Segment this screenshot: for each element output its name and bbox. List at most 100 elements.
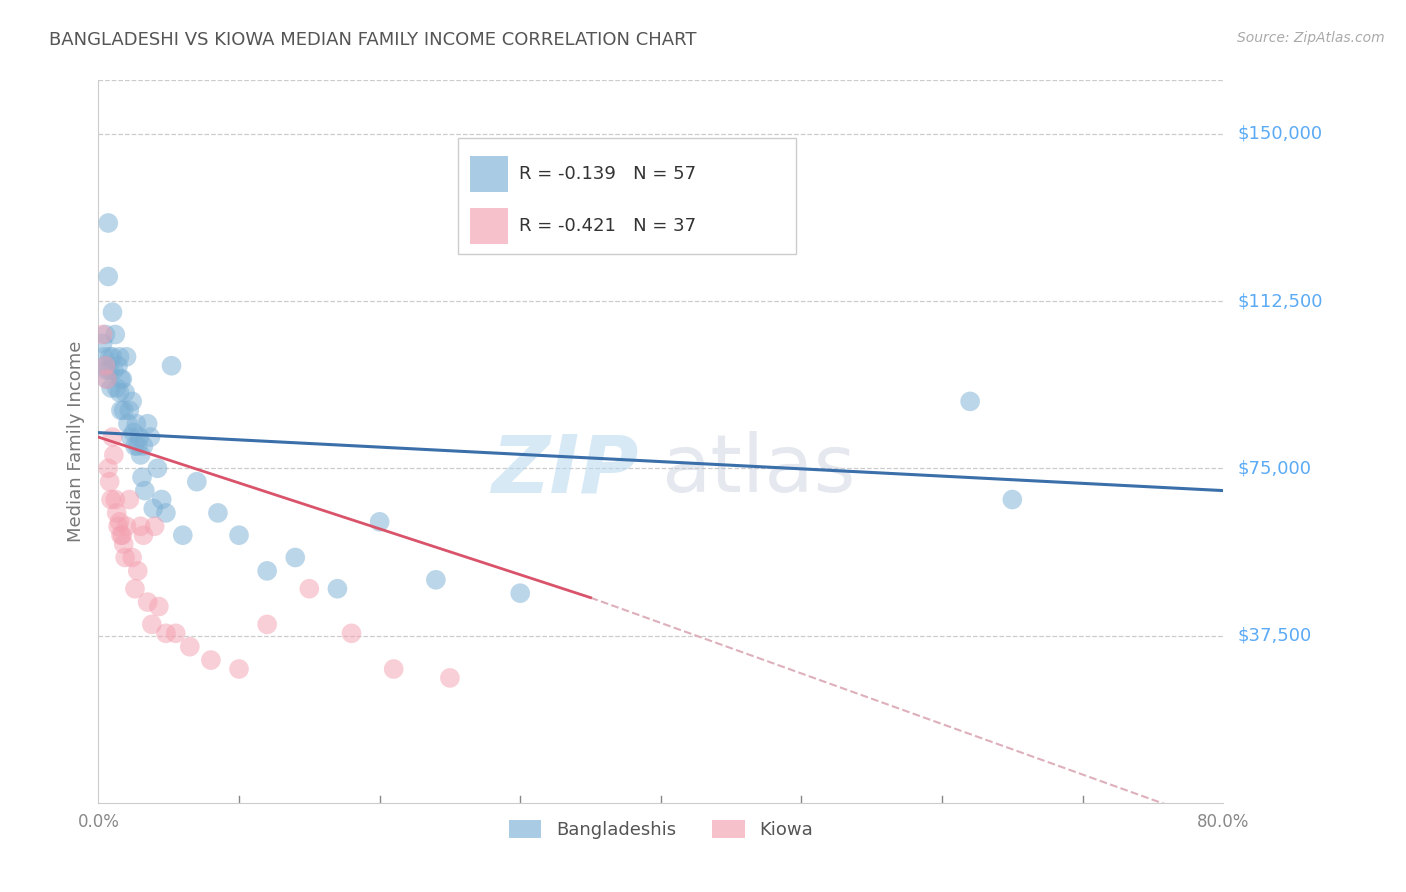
Point: [132, 528, 155, 542]
Point: [96, 363, 118, 377]
Point: [146, 461, 169, 475]
Point: [101, 430, 124, 444]
Point: [179, 640, 201, 654]
Text: $37,500: $37,500: [1237, 626, 1312, 645]
Point: [509, 586, 531, 600]
Point: [284, 550, 307, 565]
Point: [98, 475, 121, 489]
Point: [136, 417, 159, 431]
Text: atlas: atlas: [661, 432, 855, 509]
Point: [155, 506, 177, 520]
Point: [125, 417, 148, 431]
Point: [127, 564, 149, 578]
Point: [155, 626, 177, 640]
Point: [111, 372, 134, 386]
Point: [110, 528, 132, 542]
Point: [127, 439, 149, 453]
Point: [100, 492, 122, 507]
Point: [114, 550, 136, 565]
Point: [124, 582, 146, 596]
Point: [142, 501, 165, 516]
Point: [110, 372, 132, 386]
Point: [93, 350, 115, 364]
Point: [439, 671, 461, 685]
Point: [104, 327, 127, 342]
Point: [105, 381, 128, 395]
Point: [98, 350, 121, 364]
Point: [97, 461, 120, 475]
Point: [105, 506, 128, 520]
Point: [132, 439, 155, 453]
Point: [200, 653, 222, 667]
Point: [150, 492, 173, 507]
Point: [112, 537, 135, 551]
Y-axis label: Median Family Income: Median Family Income: [66, 341, 84, 542]
Point: [172, 528, 194, 542]
Point: [98, 363, 121, 377]
Point: [115, 350, 138, 364]
Point: [160, 359, 183, 373]
Point: [91, 327, 114, 342]
Text: R = -0.421   N = 37: R = -0.421 N = 37: [519, 217, 696, 235]
Point: [165, 626, 187, 640]
Legend: Bangladeshis, Kiowa: Bangladeshis, Kiowa: [501, 811, 821, 848]
Point: [107, 359, 129, 373]
Point: [97, 216, 120, 230]
Text: $112,500: $112,500: [1237, 292, 1323, 310]
FancyBboxPatch shape: [470, 156, 508, 192]
Point: [228, 528, 250, 542]
Point: [114, 385, 136, 400]
Point: [104, 492, 127, 507]
Point: [94, 327, 117, 342]
Point: [139, 430, 162, 444]
Point: [141, 617, 163, 632]
Point: [97, 269, 120, 284]
Point: [128, 430, 150, 444]
Point: [340, 626, 363, 640]
Point: [103, 363, 125, 377]
Point: [959, 394, 981, 409]
Point: [148, 599, 170, 614]
Point: [124, 439, 146, 453]
Point: [115, 519, 138, 533]
Point: [100, 381, 122, 395]
Point: [207, 506, 229, 520]
Point: [96, 372, 118, 386]
Point: [101, 305, 124, 319]
Text: $150,000: $150,000: [1237, 125, 1322, 143]
Point: [103, 448, 125, 462]
Text: R = -0.139   N = 57: R = -0.139 N = 57: [519, 165, 696, 183]
Point: [94, 359, 117, 373]
Point: [121, 550, 143, 565]
Text: ZIP: ZIP: [491, 432, 638, 509]
Point: [129, 519, 152, 533]
Text: Source: ZipAtlas.com: Source: ZipAtlas.com: [1237, 31, 1385, 45]
Point: [134, 483, 156, 498]
Point: [108, 385, 131, 400]
Point: [101, 350, 124, 364]
Point: [136, 595, 159, 609]
Point: [121, 394, 143, 409]
Point: [96, 372, 118, 386]
Point: [298, 582, 321, 596]
Point: [1001, 492, 1024, 507]
Point: [368, 515, 391, 529]
Point: [94, 359, 117, 373]
Text: $75,000: $75,000: [1237, 459, 1312, 477]
Point: [91, 336, 114, 351]
Point: [111, 528, 134, 542]
Point: [256, 564, 278, 578]
Point: [326, 582, 349, 596]
Point: [425, 573, 447, 587]
Point: [122, 425, 145, 440]
Point: [118, 403, 141, 417]
Point: [108, 515, 131, 529]
Point: [112, 403, 135, 417]
Text: BANGLADESHI VS KIOWA MEDIAN FAMILY INCOME CORRELATION CHART: BANGLADESHI VS KIOWA MEDIAN FAMILY INCOM…: [49, 31, 697, 49]
FancyBboxPatch shape: [458, 138, 796, 253]
Point: [110, 403, 132, 417]
Point: [228, 662, 250, 676]
Point: [143, 519, 166, 533]
FancyBboxPatch shape: [470, 208, 508, 244]
Point: [118, 492, 141, 507]
